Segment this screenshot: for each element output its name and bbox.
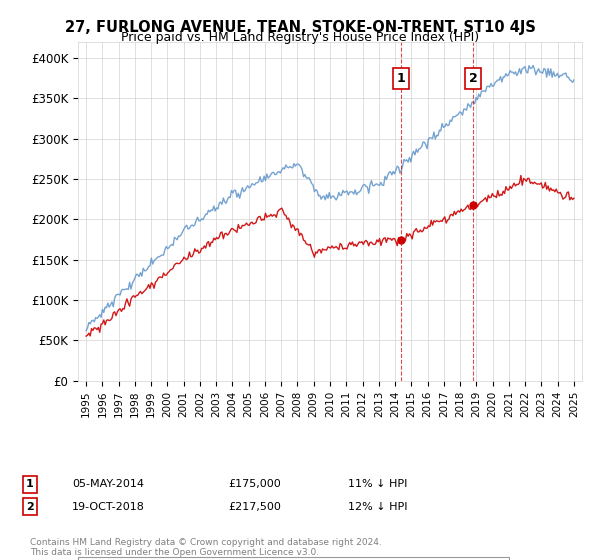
Text: 05-MAY-2014: 05-MAY-2014 bbox=[72, 479, 144, 489]
Text: Price paid vs. HM Land Registry's House Price Index (HPI): Price paid vs. HM Land Registry's House … bbox=[121, 31, 479, 44]
Text: 2: 2 bbox=[26, 502, 34, 512]
Text: £175,000: £175,000 bbox=[228, 479, 281, 489]
Text: 1: 1 bbox=[26, 479, 34, 489]
Text: 19-OCT-2018: 19-OCT-2018 bbox=[72, 502, 145, 512]
Text: 1: 1 bbox=[397, 72, 405, 85]
Text: 12% ↓ HPI: 12% ↓ HPI bbox=[348, 502, 407, 512]
Text: 2: 2 bbox=[469, 72, 478, 85]
Text: £217,500: £217,500 bbox=[228, 502, 281, 512]
Legend: 27, FURLONG AVENUE, TEAN, STOKE-ON-TRENT, ST10 4JS (detached house), HPI: Averag: 27, FURLONG AVENUE, TEAN, STOKE-ON-TRENT… bbox=[78, 557, 509, 560]
Text: Contains HM Land Registry data © Crown copyright and database right 2024.
This d: Contains HM Land Registry data © Crown c… bbox=[30, 538, 382, 557]
Text: 27, FURLONG AVENUE, TEAN, STOKE-ON-TRENT, ST10 4JS: 27, FURLONG AVENUE, TEAN, STOKE-ON-TRENT… bbox=[65, 20, 535, 35]
Text: 11% ↓ HPI: 11% ↓ HPI bbox=[348, 479, 407, 489]
